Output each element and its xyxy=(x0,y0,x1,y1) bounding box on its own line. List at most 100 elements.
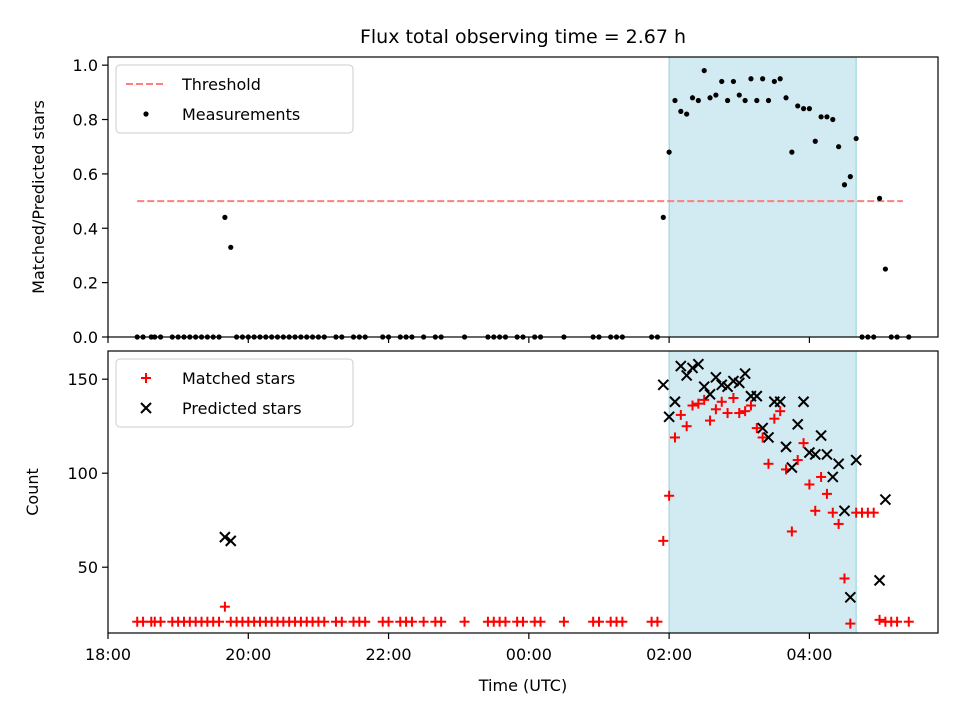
data-point xyxy=(815,429,827,442)
data-point xyxy=(658,535,669,546)
data-point xyxy=(827,507,838,518)
data-point xyxy=(810,505,821,516)
data-point xyxy=(892,616,903,627)
data-point xyxy=(838,505,851,517)
data-point xyxy=(745,400,756,411)
data-point xyxy=(336,616,347,627)
data-point xyxy=(319,616,330,627)
data-point xyxy=(748,76,754,82)
data-point-stroke xyxy=(710,371,722,384)
data-point xyxy=(686,362,699,374)
shaded-observing-region xyxy=(668,56,857,338)
legend: Matched stars Predicted stars xyxy=(115,358,354,428)
data-point xyxy=(876,195,883,201)
data-point-stroke xyxy=(844,591,857,603)
x-tick-label: 22:00 xyxy=(366,645,412,664)
data-point-stroke xyxy=(832,458,845,470)
legend-label: Measurements xyxy=(182,105,300,124)
y-axis-label: Matched/Predicted stars xyxy=(29,100,48,294)
data-point xyxy=(687,400,698,411)
data-point xyxy=(795,103,801,109)
data-point xyxy=(681,421,692,432)
data-point-stroke xyxy=(716,379,728,391)
legend-box xyxy=(115,358,354,428)
data-point xyxy=(756,422,769,434)
data-point xyxy=(722,408,733,419)
data-point-stroke xyxy=(756,422,769,434)
data-point xyxy=(225,535,237,547)
data-point-stroke xyxy=(821,448,833,461)
data-point xyxy=(850,454,862,466)
data-point xyxy=(751,423,762,434)
data-point-stroke xyxy=(225,535,237,547)
data-point-stroke xyxy=(739,367,751,380)
data-point-stroke xyxy=(873,574,886,587)
data-point-stroke xyxy=(827,471,839,483)
data-point xyxy=(844,591,857,603)
data-point xyxy=(821,488,832,499)
data-point-stroke xyxy=(786,461,798,474)
data-point xyxy=(383,616,394,627)
x-tick-label: 02:00 xyxy=(646,645,692,664)
data-point-stroke xyxy=(850,454,862,466)
data-point xyxy=(222,214,228,220)
data-point xyxy=(873,574,886,587)
data-point-stroke xyxy=(675,360,687,372)
x-tick-label: 20:00 xyxy=(225,645,271,664)
data-point xyxy=(728,393,739,403)
data-point xyxy=(669,432,680,443)
data-point xyxy=(219,601,230,612)
data-point xyxy=(214,616,225,627)
data-point xyxy=(903,616,914,627)
data-point xyxy=(730,78,737,85)
axes-frame xyxy=(107,56,939,338)
data-point-stroke xyxy=(733,377,745,389)
data-point xyxy=(821,448,833,461)
data-point xyxy=(792,418,804,431)
data-point xyxy=(771,78,777,85)
data-point xyxy=(868,507,879,518)
y-tick-label: 0.8 xyxy=(73,111,98,130)
data-point xyxy=(518,616,528,627)
data-point xyxy=(701,67,707,74)
data-point xyxy=(707,95,713,101)
data-point xyxy=(698,381,710,393)
data-point xyxy=(882,266,888,272)
data-point xyxy=(841,182,848,188)
data-point xyxy=(724,97,731,104)
data-point xyxy=(705,415,716,426)
legend-label: Threshold xyxy=(181,75,261,94)
data-point-stroke xyxy=(698,381,710,393)
data-point xyxy=(436,616,447,627)
data-point xyxy=(733,377,745,389)
data-point xyxy=(500,616,511,627)
legend-item: Measurements xyxy=(143,105,300,124)
data-point xyxy=(666,149,672,155)
data-point xyxy=(827,471,839,483)
data-point xyxy=(739,367,751,380)
data-point xyxy=(689,95,696,101)
data-point xyxy=(754,97,760,104)
data-point-stroke xyxy=(780,441,792,453)
data-point-stroke xyxy=(663,411,675,423)
data-point xyxy=(692,358,705,370)
data-point xyxy=(777,76,783,82)
data-point xyxy=(839,573,850,584)
data-point xyxy=(845,618,856,629)
data-point-stroke xyxy=(809,448,821,461)
data-point xyxy=(617,616,628,627)
data-point xyxy=(780,441,792,453)
legend-item: Matched stars xyxy=(141,369,295,388)
x-tick-label: 00:00 xyxy=(506,645,552,664)
data-point xyxy=(809,448,821,461)
data-point xyxy=(762,431,775,444)
data-point xyxy=(719,78,725,85)
y-tick-label: 100 xyxy=(67,464,98,483)
legend-item: Predicted stars xyxy=(140,399,302,418)
data-point xyxy=(155,616,166,627)
data-point xyxy=(693,398,704,409)
data-point xyxy=(792,455,803,466)
data-point-stroke xyxy=(838,505,851,517)
y-tick-label: 0.2 xyxy=(73,274,98,293)
